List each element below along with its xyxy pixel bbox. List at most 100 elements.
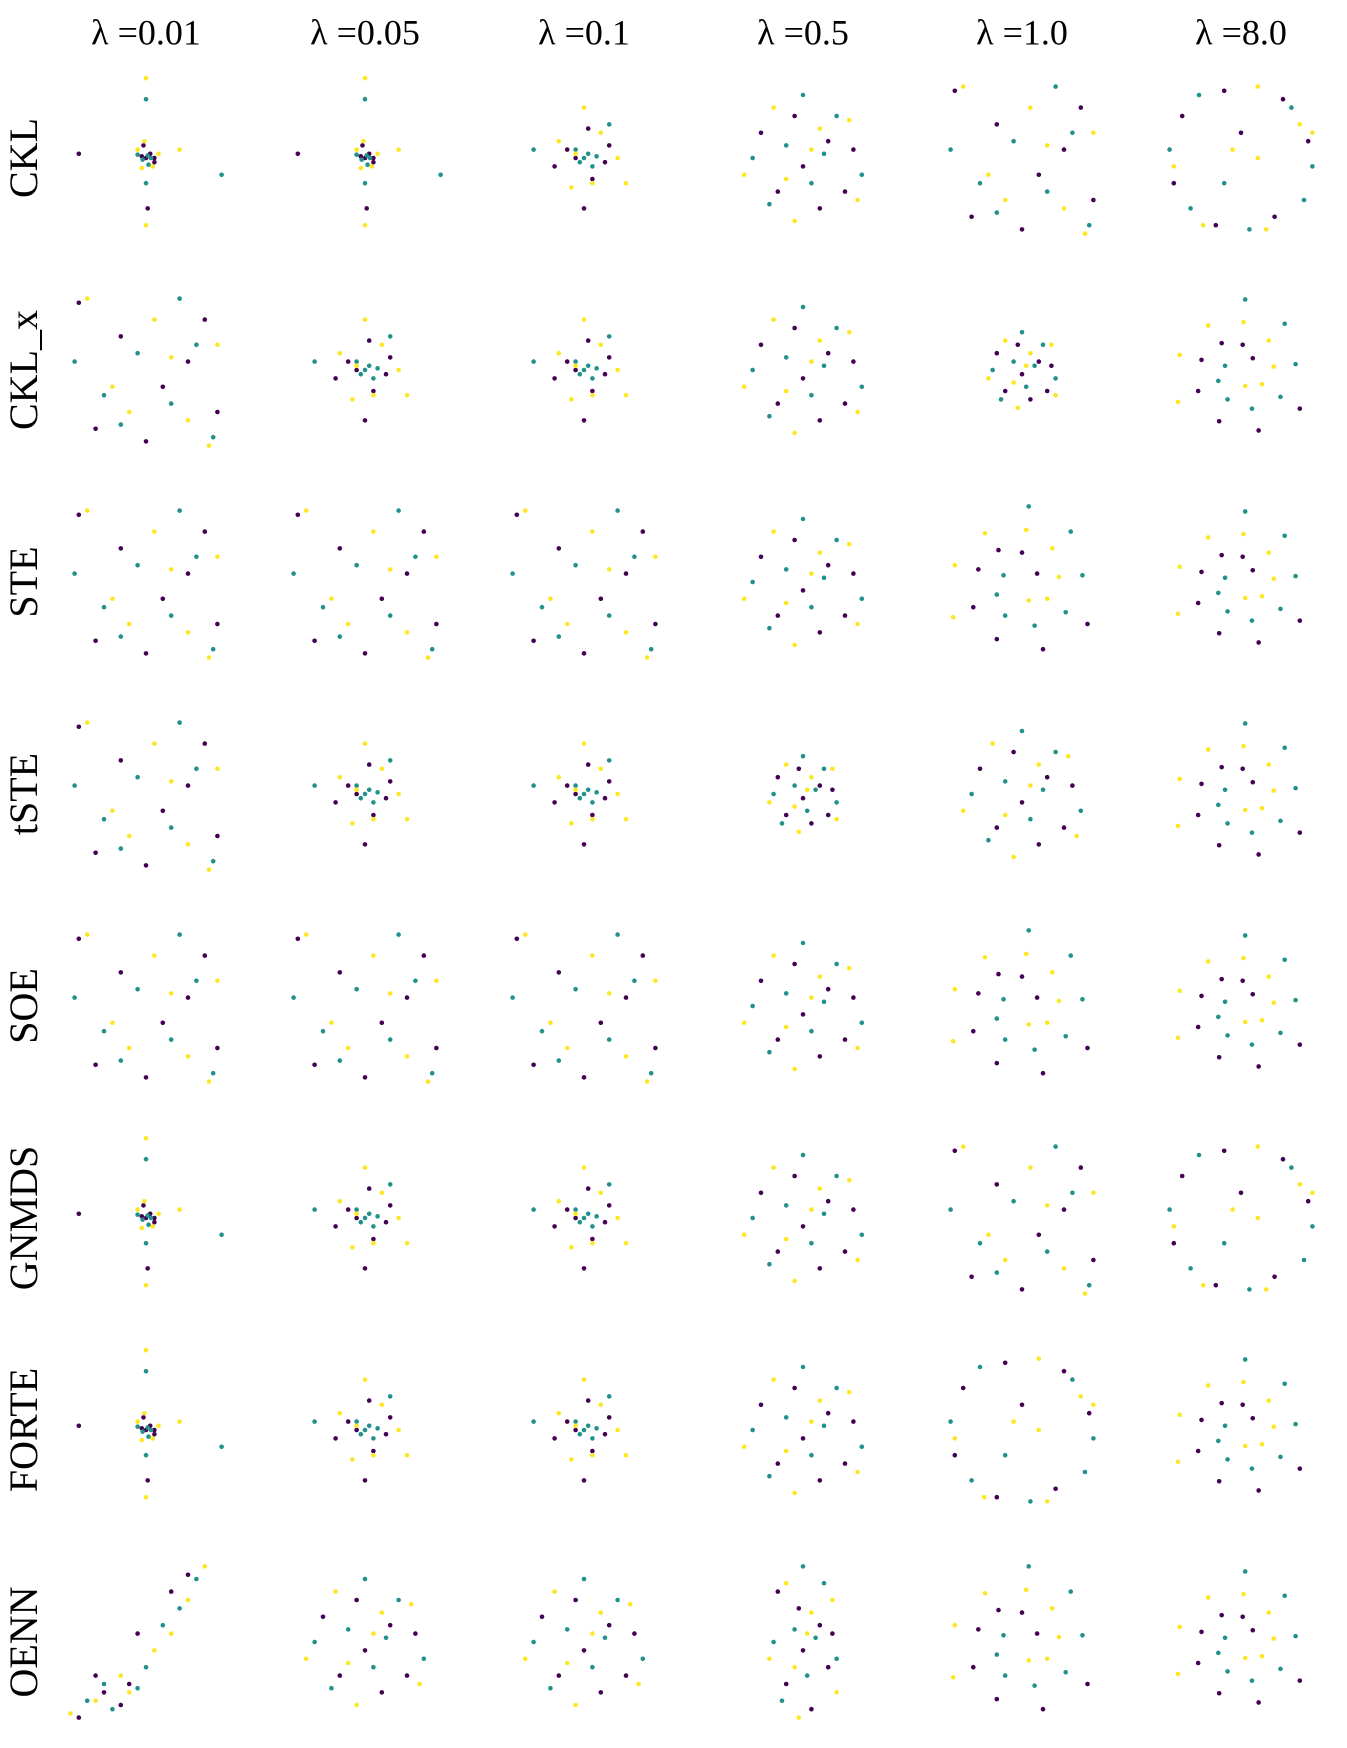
point <box>1219 1612 1224 1618</box>
point <box>821 999 827 1005</box>
point <box>994 350 1000 356</box>
point <box>1026 1658 1032 1663</box>
scatter-panel <box>741 1364 865 1496</box>
scatter-panel <box>76 1135 224 1288</box>
point <box>1310 1224 1315 1229</box>
point <box>585 787 591 793</box>
point <box>387 334 393 339</box>
point <box>531 147 536 152</box>
point <box>408 1601 414 1607</box>
point <box>817 1186 823 1191</box>
point <box>362 180 368 186</box>
point <box>1222 575 1228 581</box>
point <box>1002 338 1008 343</box>
point <box>564 621 570 627</box>
point <box>143 863 149 868</box>
point <box>977 180 983 186</box>
point <box>581 367 587 373</box>
scatter-panel <box>948 1356 1096 1504</box>
point <box>145 1266 150 1271</box>
point <box>1256 1700 1261 1705</box>
point <box>215 554 220 560</box>
point <box>177 1419 182 1424</box>
point <box>552 376 557 381</box>
point <box>354 359 359 364</box>
point <box>581 317 587 322</box>
point <box>817 783 823 788</box>
point <box>379 1402 385 1408</box>
point <box>602 1219 608 1225</box>
point <box>1225 397 1230 402</box>
point <box>1266 1398 1272 1403</box>
point <box>337 970 343 975</box>
point <box>312 638 317 644</box>
point <box>1241 319 1246 325</box>
point <box>1026 504 1032 509</box>
point <box>1001 572 1006 578</box>
point <box>792 1385 797 1391</box>
point <box>194 978 199 984</box>
point <box>623 392 629 398</box>
point <box>1259 1017 1265 1023</box>
point <box>1061 147 1067 152</box>
point <box>994 636 1000 642</box>
point <box>569 397 574 402</box>
point <box>1255 1215 1261 1221</box>
point <box>354 986 359 992</box>
point <box>598 1190 604 1196</box>
point <box>1061 1266 1067 1271</box>
point <box>750 1427 755 1433</box>
point <box>1199 993 1204 999</box>
point <box>800 1364 806 1370</box>
point <box>295 151 301 157</box>
point <box>1255 84 1261 89</box>
point <box>606 1037 612 1042</box>
point <box>1199 781 1204 787</box>
point <box>830 1597 835 1603</box>
point <box>577 1219 583 1225</box>
point <box>598 342 604 348</box>
point <box>800 588 806 593</box>
point <box>817 126 823 131</box>
point <box>1028 1499 1033 1504</box>
point <box>1019 974 1025 979</box>
point <box>825 350 831 356</box>
point <box>329 1020 334 1026</box>
point <box>404 1054 410 1059</box>
point <box>750 1215 755 1221</box>
point <box>800 92 806 98</box>
point <box>168 567 174 572</box>
scatter-panel <box>312 317 410 423</box>
point <box>996 971 1001 977</box>
point <box>1177 564 1182 570</box>
point <box>994 592 1000 597</box>
point <box>1199 569 1204 575</box>
point <box>1049 363 1054 369</box>
point <box>573 363 578 369</box>
point <box>202 317 208 322</box>
point <box>371 800 376 805</box>
point <box>581 791 587 797</box>
point <box>143 1282 149 1288</box>
point <box>354 562 359 568</box>
point <box>110 384 115 390</box>
point <box>825 138 831 144</box>
point <box>366 338 372 343</box>
point <box>177 1606 182 1611</box>
point <box>1263 1287 1269 1292</box>
point <box>354 1597 359 1603</box>
point <box>345 621 351 627</box>
point <box>1216 590 1221 596</box>
scatter-panel <box>741 1152 865 1284</box>
point <box>792 1664 797 1670</box>
point <box>215 342 220 348</box>
point <box>1068 953 1074 958</box>
point <box>615 1597 620 1603</box>
point <box>202 953 208 958</box>
point <box>345 1419 351 1424</box>
point <box>362 367 368 373</box>
scatter-panel <box>1175 933 1303 1069</box>
point <box>1036 842 1042 847</box>
point <box>1240 554 1245 560</box>
point <box>101 392 107 398</box>
